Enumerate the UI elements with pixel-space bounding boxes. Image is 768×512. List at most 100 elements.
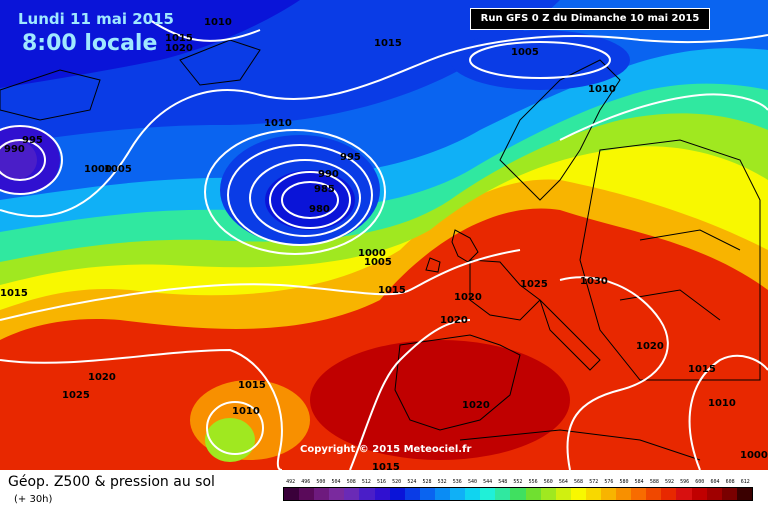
isobar-label: 1015 — [165, 33, 193, 44]
scale-value: 536 — [452, 479, 462, 485]
pressure-map: 1010 1015 1020 995 990 1000 1005 1015 10… — [0, 0, 768, 470]
scale-swatch — [314, 488, 330, 500]
color-scale: 492 496 500 504 508 512 516 520 524 528 532 536 540 5… — [283, 479, 753, 507]
scale-value: 492 — [286, 479, 296, 485]
scale-swatch — [389, 488, 405, 500]
scale-swatch — [631, 488, 647, 500]
scale-swatch — [284, 488, 300, 500]
isobar-labels: 1010 1015 1020 995 990 1000 1005 1015 10… — [0, 17, 768, 470]
isobar-label: 1025 — [520, 279, 548, 290]
scale-value: 576 — [604, 479, 614, 485]
isobar-label: 1005 — [511, 47, 539, 58]
scale-swatch — [344, 488, 360, 500]
low-core-inner — [265, 170, 355, 230]
scale-value: 572 — [589, 479, 599, 485]
isobar-label: 1005 — [104, 164, 132, 175]
isobars — [0, 19, 768, 470]
scale-value: 600 — [695, 479, 705, 485]
isobar-label: 1020 — [454, 292, 482, 303]
isobar-label: 1015 — [238, 380, 266, 391]
isobar-label: 1030 — [580, 276, 608, 287]
isobar-label: 985 — [314, 184, 335, 195]
scale-swatch — [465, 488, 481, 500]
scale-value: 552 — [513, 479, 523, 485]
isobar-label: 1025 — [62, 390, 90, 401]
isobar-label: 990 — [318, 169, 339, 180]
isobar-label: 1010 — [708, 398, 736, 409]
isobar-label: 1020 — [636, 341, 664, 352]
scale-value: 540 — [467, 479, 477, 485]
scale-value: 520 — [392, 479, 402, 485]
scale-value: 508 — [346, 479, 356, 485]
scale-swatch — [434, 488, 451, 500]
scale-swatch — [525, 488, 541, 500]
isobar-label: 1000 — [740, 450, 768, 461]
scale-swatch — [661, 488, 677, 500]
scale-value: 532 — [437, 479, 447, 485]
scale-swatch — [555, 488, 571, 500]
scale-value: 588 — [649, 479, 659, 485]
isobar-label: 1015 — [0, 288, 28, 299]
legend-panel: Géop. Z500 & pression au sol (+ 30h) 492… — [0, 470, 768, 512]
isobar-label: 1015 — [688, 364, 716, 375]
isobar-label: 1010 — [264, 118, 292, 129]
scale-value: 608 — [725, 479, 735, 485]
legend-subtitle: (+ 30h) — [14, 494, 53, 505]
legend-title: Géop. Z500 & pression au sol — [8, 474, 215, 490]
isobar-label: 1020 — [88, 372, 116, 383]
scale-value: 564 — [558, 479, 568, 485]
color-scale-labels: 492 496 500 504 508 512 516 520 524 528 532 536 540 5… — [283, 479, 753, 485]
scale-value: 548 — [498, 479, 508, 485]
scale-value: 500 — [316, 479, 326, 485]
scale-value: 544 — [483, 479, 493, 485]
scale-swatch — [676, 488, 692, 500]
isobar-label: 1020 — [165, 43, 193, 54]
west-low-inner — [0, 140, 37, 180]
isobar-label: 1005 — [364, 257, 392, 268]
scale-swatch — [721, 488, 737, 500]
isobar-label: 1015 — [374, 38, 402, 49]
forecast-time: 8:00 locale — [22, 31, 158, 56]
scale-swatch — [329, 488, 345, 500]
isobar-label: 1015 — [372, 462, 400, 470]
color-scale-bar — [283, 487, 753, 501]
scale-value: 496 — [301, 479, 311, 485]
scale-value: 516 — [377, 479, 387, 485]
isobar-label: 995 — [22, 135, 43, 146]
atlantic-green — [205, 418, 255, 462]
isobar-label: 1020 — [462, 400, 490, 411]
scale-swatch — [540, 488, 556, 500]
scale-value: 604 — [710, 479, 720, 485]
scale-swatch — [404, 488, 420, 500]
isobar-label: 1010 — [232, 406, 260, 417]
scale-swatch — [616, 488, 632, 500]
field-darkblue — [0, 0, 300, 88]
scale-value: 612 — [740, 479, 750, 485]
scale-swatch — [646, 488, 662, 500]
isobar-label: 1000 — [358, 248, 386, 259]
isobar-label: 1000 — [84, 164, 112, 175]
scale-value: 504 — [331, 479, 341, 485]
scale-swatch — [706, 488, 722, 500]
isobar-label: 1020 — [440, 315, 468, 326]
scale-swatch — [736, 488, 752, 500]
scale-swatch — [299, 488, 315, 500]
iberia-heat — [310, 340, 570, 460]
scale-value: 556 — [528, 479, 538, 485]
scale-swatch — [450, 488, 466, 500]
scale-value: 528 — [422, 479, 432, 485]
scale-swatch — [480, 488, 496, 500]
scale-swatch — [510, 488, 526, 500]
scale-swatch — [600, 488, 617, 500]
isobar-label: 1010 — [588, 84, 616, 95]
isobar-label: 990 — [4, 144, 25, 155]
model-run-info: Run GFS 0 Z du Dimanche 10 mai 2015 — [470, 8, 710, 30]
scale-swatch — [419, 488, 435, 500]
north-low — [450, 30, 630, 90]
forecast-date: Lundi 11 mai 2015 — [18, 10, 174, 28]
isobar-label: 980 — [309, 204, 330, 215]
scale-value: 592 — [664, 479, 674, 485]
isobar-label: 1015 — [378, 285, 406, 296]
scale-value: 584 — [634, 479, 644, 485]
scale-value: 568 — [574, 479, 584, 485]
